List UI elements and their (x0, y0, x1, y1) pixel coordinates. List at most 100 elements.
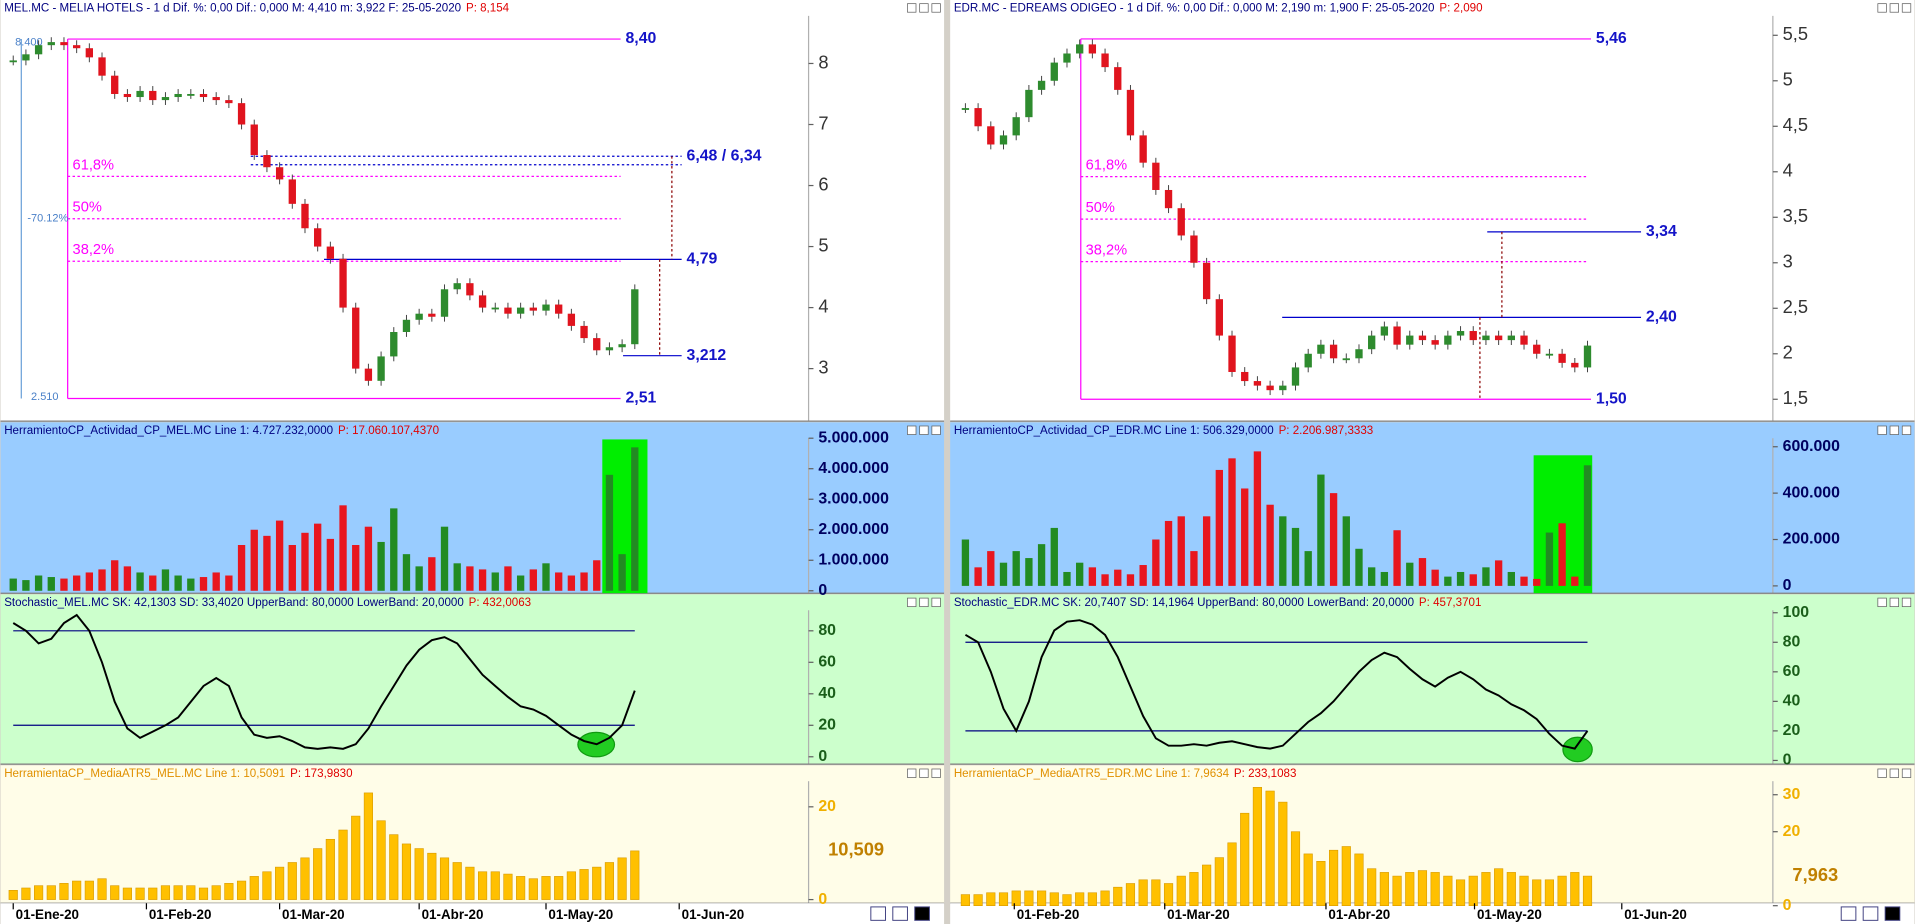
volume-bar (263, 535, 271, 591)
window-button[interactable] (1901, 768, 1912, 778)
atr-bar (160, 885, 171, 900)
candle (364, 368, 373, 381)
candle (491, 307, 499, 310)
panel-header: Stochastic_EDR.MC SK: 20,7407 SD: 14,196… (954, 597, 1482, 609)
window-button[interactable] (919, 768, 929, 778)
volume-bar (1202, 516, 1211, 586)
window-button[interactable] (1877, 425, 1887, 435)
candle (1317, 344, 1325, 354)
panel-background (950, 0, 1915, 422)
atr-bar (566, 871, 576, 900)
window-button[interactable] (931, 425, 941, 435)
candle (542, 304, 550, 311)
y-tick-label: 4,5 (1783, 114, 1808, 135)
atr-bar (516, 876, 526, 900)
header-price: P: 8,154 (466, 3, 510, 15)
candle (593, 338, 601, 351)
window-button[interactable] (1889, 3, 1899, 13)
toolbar-button[interactable] (892, 906, 908, 921)
volume-bar (1393, 530, 1401, 586)
y-tick-label: 0 (818, 748, 827, 765)
y-tick-label: 2.000.000 (818, 521, 889, 538)
atr-bar (1544, 879, 1554, 906)
date-strip (950, 903, 1915, 924)
window-button[interactable] (1901, 425, 1912, 435)
volume-bar (1469, 574, 1477, 586)
toolbar-button[interactable] (1840, 906, 1857, 921)
atr-bar (1011, 890, 1021, 906)
fib-label: 38,2% (73, 242, 114, 258)
atr-bar (439, 857, 450, 900)
volume-bar (1139, 565, 1147, 586)
atr-bar (1303, 853, 1313, 906)
volume-bar (136, 572, 144, 591)
atr-bar (1557, 875, 1567, 906)
toolbar-button[interactable] (870, 906, 886, 921)
window-button[interactable] (1877, 3, 1887, 13)
atr-bar (376, 820, 386, 900)
candle (1469, 331, 1477, 341)
candle (250, 124, 258, 156)
volume-bar (1177, 516, 1185, 586)
atr-bar (211, 885, 221, 900)
window-button[interactable] (1877, 768, 1887, 778)
window-button[interactable] (931, 597, 941, 608)
candle (1456, 331, 1465, 336)
candle (1380, 326, 1389, 336)
window-button[interactable] (919, 425, 929, 435)
atr-bar (401, 843, 412, 900)
y-tick-label: 8 (818, 51, 828, 72)
volume-bar (250, 529, 258, 591)
window-button[interactable] (1889, 768, 1899, 778)
volume-bar (415, 566, 423, 591)
window-button[interactable] (1877, 597, 1887, 608)
candle (85, 48, 94, 58)
atr-bar (122, 887, 132, 900)
volume-bar (1088, 567, 1097, 586)
candle (1533, 344, 1541, 354)
level-label: 2,51 (625, 390, 656, 407)
window-button[interactable] (907, 3, 917, 13)
volume-bar (504, 566, 512, 591)
atr-bar (325, 838, 335, 900)
candle (1393, 326, 1401, 345)
candle (275, 167, 284, 180)
fib-label: 61,8% (73, 157, 114, 173)
window-button[interactable] (1901, 3, 1912, 13)
atr-bar (224, 883, 234, 900)
atr-bar (1367, 868, 1377, 906)
window-button[interactable] (931, 768, 941, 778)
atr-bar (1443, 875, 1453, 906)
candle (1241, 371, 1249, 382)
toolbar-button[interactable] (1862, 906, 1879, 921)
atr-bar (1100, 890, 1110, 906)
atr-bar (1405, 872, 1415, 906)
window-button[interactable] (931, 3, 941, 13)
y-tick-label: 3,5 (1783, 205, 1808, 226)
window-button[interactable] (907, 597, 917, 608)
window-button[interactable] (919, 597, 929, 608)
volume-bar (1329, 493, 1338, 586)
window-button[interactable] (1889, 597, 1899, 608)
window-button[interactable] (1889, 425, 1899, 435)
y-tick-label: 4 (1783, 160, 1793, 181)
panel-header: Stochastic_MEL.MC SK: 42,1303 SD: 33,402… (4, 597, 531, 609)
window-button[interactable] (907, 425, 917, 435)
atr-bar (478, 871, 488, 900)
candle (428, 313, 436, 317)
volume-bar (149, 575, 157, 591)
level-label: 5,46 (1596, 30, 1627, 47)
stochastic-highlight (1562, 736, 1593, 763)
candle (1088, 44, 1097, 54)
candle (314, 228, 322, 247)
y-tick-label: 3 (818, 356, 828, 377)
window-button[interactable] (1901, 597, 1912, 608)
candle (1037, 80, 1046, 90)
toolbar-button[interactable] (914, 906, 930, 921)
last-value-label: 7,963 (1792, 864, 1838, 885)
toolbar-button[interactable] (1884, 906, 1901, 921)
window-button[interactable] (907, 768, 917, 778)
window-button[interactable] (919, 3, 929, 13)
volume-bar (111, 560, 119, 591)
volume-bar (1545, 532, 1554, 586)
